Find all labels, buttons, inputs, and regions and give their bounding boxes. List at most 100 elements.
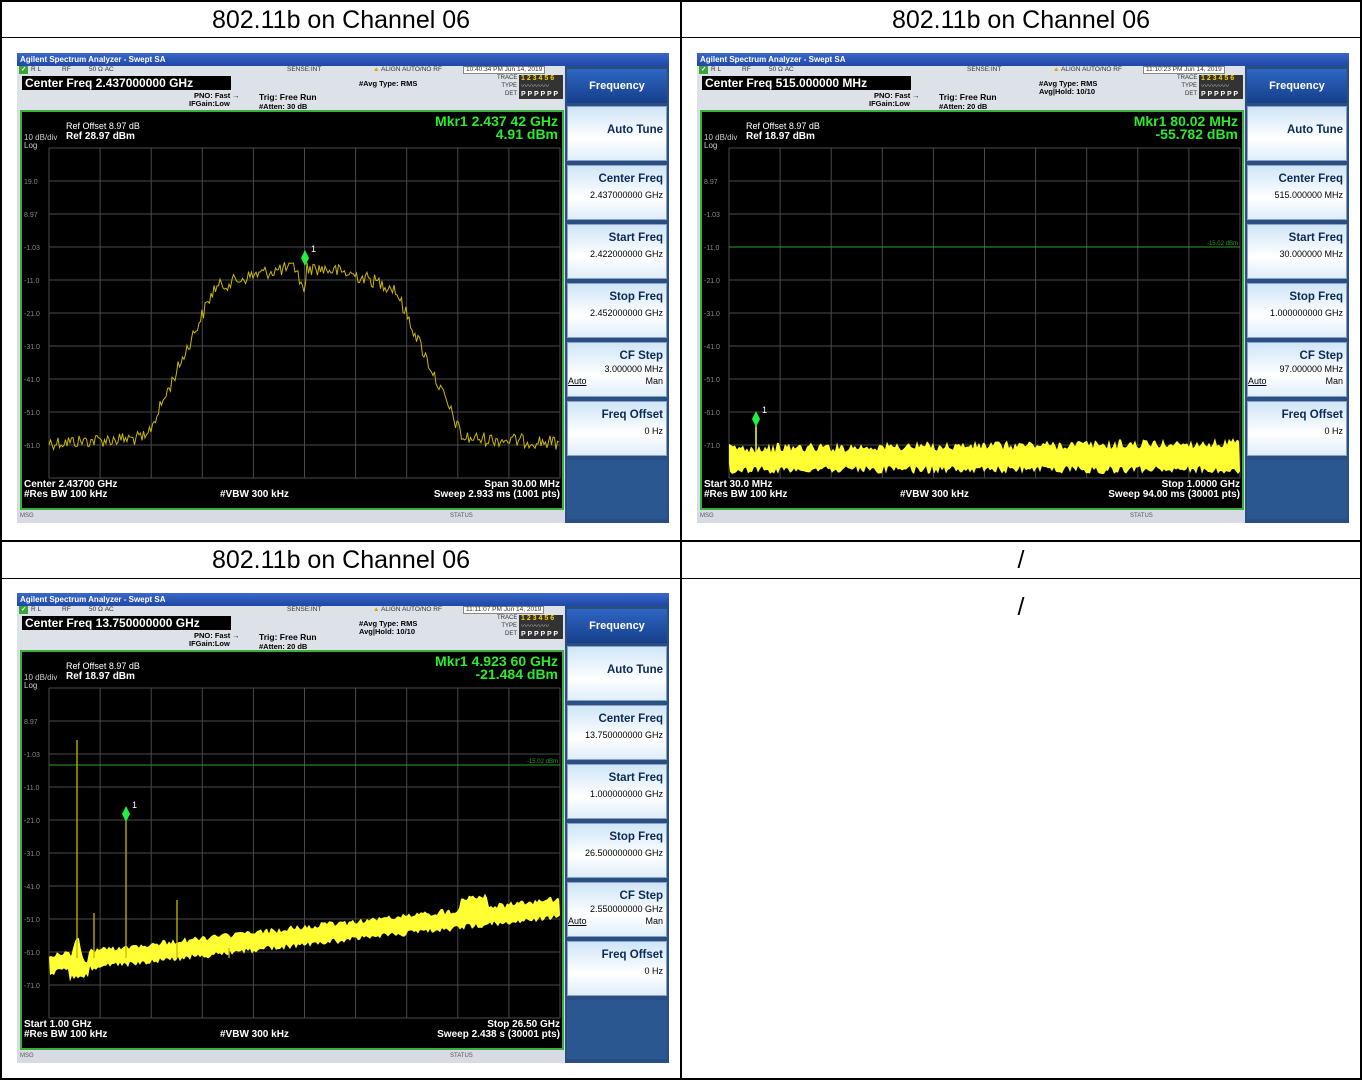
cf-step-key[interactable]: CF Step 2.550000000 GHz Auto Man	[567, 882, 667, 937]
stop-or-span-label: Stop 1.0000 GHz	[1161, 479, 1240, 490]
cf-step-value: 3.000000 MHz	[604, 364, 663, 374]
stop-freq-value: 2.452000000 GHz	[589, 308, 663, 318]
cf-step-value: 2.550000000 GHz	[589, 904, 663, 914]
stop-freq-label: Stop Freq	[609, 831, 663, 843]
rf-label: RF	[742, 66, 751, 73]
center-freq-key[interactable]: Center Freq 515.000000 MHz	[1247, 165, 1347, 220]
y-tick-label: -51.0	[704, 377, 720, 384]
trace-indicator: 1 2 3 4 5 6 〰〰〰〰 P P P P P P	[1199, 75, 1243, 99]
freq-offset-key[interactable]: Freq Offset 0 Hz	[567, 941, 667, 996]
center-freq-key[interactable]: Center Freq 2.437000000 GHz	[567, 165, 667, 220]
sense-label: SENSE:INT	[287, 66, 322, 73]
start-freq-value: 1.000000000 GHz	[589, 789, 663, 799]
center-freq-label: Center Freq	[1278, 173, 1343, 185]
marker-diamond	[122, 806, 130, 822]
cell-title-2: 802.11b on Channel 06	[891, 5, 1151, 34]
cf-step-key[interactable]: CF Step 97.000000 MHz Auto Man	[1247, 342, 1347, 397]
cf-step-man: Man	[1325, 376, 1343, 386]
y-tick-label: -31.0	[24, 851, 40, 858]
center-freq-key[interactable]: Center Freq 13.750000000 GHz	[567, 705, 667, 760]
start-freq-label: Start Freq	[1288, 232, 1343, 244]
stop-freq-key[interactable]: Stop Freq 1.000000000 GHz	[1247, 283, 1347, 338]
start-freq-key[interactable]: Start Freq 30.000000 MHz	[1247, 224, 1347, 279]
trace-indicator: 1 2 3 4 5 6 〰〰〰〰 P P P P P P	[519, 75, 563, 99]
trace-type-wave: 〰〰〰〰	[1201, 83, 1229, 90]
start-freq-key[interactable]: Start Freq 1.000000000 GHz	[567, 764, 667, 819]
noise-floor	[49, 893, 560, 982]
spectrum-display: Ref Offset 8.97 dB 10 dB/div Ref 18.97 d…	[700, 110, 1244, 510]
log-label: Log	[704, 141, 718, 150]
auto-tune-key[interactable]: Auto Tune	[567, 106, 667, 161]
rl-label: R L	[31, 606, 42, 613]
auto-tune-key[interactable]: Auto Tune	[567, 646, 667, 701]
type-label: TYPE	[501, 83, 517, 89]
trace-label: TRACE	[1177, 75, 1198, 81]
rl-indicator: ✓	[699, 66, 709, 74]
ref-offset: Ref Offset 8.97 dB	[746, 121, 820, 131]
coupling-label: 50 Ω AC	[769, 66, 794, 73]
stop-or-span-label: Stop 26.50 GHz	[487, 1019, 560, 1030]
start-or-center-label: Start 1.00 GHz	[24, 1019, 92, 1030]
freq-offset-value: 0 Hz	[644, 426, 663, 436]
y-tick-label: 8.97	[24, 212, 38, 219]
y-tick-label: -41.0	[24, 884, 40, 891]
spectrum-analyzer-screenshot-3: Agilent Spectrum Analyzer - Swept SA ✓ R…	[17, 593, 669, 1063]
atten-label: #Atten: 20 dB	[259, 642, 308, 651]
pno-label: PNO: Fast	[194, 91, 231, 100]
cf-step-key[interactable]: CF Step 3.000000 MHz Auto Man	[567, 342, 667, 397]
start-or-center-label: Start 30.0 MHz	[704, 479, 773, 490]
trace-labels: TRACE TYPE DET	[497, 74, 517, 98]
rf-label: RF	[62, 66, 71, 73]
avg-hold-label: Avg|Hold: 10/10	[359, 627, 416, 636]
y-tick-label: -11.0	[704, 245, 720, 252]
timestamp: 11:10:23 PM Jun 14, 2019	[1143, 66, 1225, 74]
warning-icon: ▲	[373, 66, 380, 73]
auto-tune-label: Auto Tune	[607, 124, 663, 136]
menu-title: Frequency	[567, 609, 667, 643]
det-letters: P P P P P P	[1201, 91, 1239, 98]
rl-indicator: ✓	[19, 66, 29, 74]
status-label: STATUS	[1130, 513, 1153, 519]
cf-step-label: CF Step	[619, 890, 663, 902]
cell-title-4: /	[1017, 545, 1025, 574]
stop-or-span-label: Span 30.00 MHz	[484, 479, 560, 490]
stop-freq-label: Stop Freq	[1289, 291, 1343, 303]
timestamp: 10:40:34 PM Jun 14, 2019	[463, 66, 546, 74]
stop-freq-key[interactable]: Stop Freq 26.500000000 GHz	[567, 823, 667, 878]
empty-cell-text: /	[1017, 592, 1025, 621]
trigger-label: Trig: Free Run	[939, 92, 997, 102]
trace-label: TRACE	[497, 615, 518, 621]
noise-floor	[729, 438, 1240, 474]
align-label: ALIGN AUTO/NO RF	[381, 606, 442, 613]
det-label: DET	[505, 91, 517, 97]
log-label: Log	[24, 681, 38, 690]
arrow-icon: →	[232, 631, 240, 640]
scale-label: 10 dB/div	[24, 673, 58, 682]
start-freq-key[interactable]: Start Freq 2.422000000 GHz	[567, 224, 667, 279]
freq-offset-value: 0 Hz	[1324, 426, 1343, 436]
avg-type-label: #Avg Type: RMS	[359, 619, 418, 628]
message-bar: MSG STATUS	[697, 510, 1244, 523]
auto-tune-key[interactable]: Auto Tune	[1247, 106, 1347, 161]
y-tick-label: 19.0	[24, 179, 38, 186]
window-title: Agilent Spectrum Analyzer - Swept SA	[17, 53, 669, 66]
start-freq-value: 2.422000000 GHz	[589, 249, 663, 259]
y-tick-label: -41.0	[24, 377, 40, 384]
freq-offset-key[interactable]: Freq Offset 0 Hz	[567, 401, 667, 456]
stop-freq-value: 26.500000000 GHz	[584, 848, 663, 858]
menu-title: Frequency	[1247, 69, 1347, 103]
arrow-icon: →	[232, 91, 240, 100]
start-freq-value: 30.000000 MHz	[1279, 249, 1343, 259]
trigger-label: Trig: Free Run	[259, 632, 317, 642]
stop-freq-key[interactable]: Stop Freq 2.452000000 GHz	[567, 283, 667, 338]
center-freq-readout: Center Freq 515.000000 MHz	[702, 76, 911, 90]
freq-offset-key[interactable]: Freq Offset 0 Hz	[1247, 401, 1347, 456]
status-bar: ✓ R L RF 50 Ω AC SENSE:INT ▲ ALIGN AUTO/…	[17, 66, 564, 74]
cf-step-auto: Auto	[568, 916, 587, 926]
y-tick-label: -71.0	[24, 983, 40, 990]
stop-freq-label: Stop Freq	[609, 291, 663, 303]
det-label: DET	[505, 631, 517, 637]
window-title: Agilent Spectrum Analyzer - Swept SA	[17, 593, 669, 606]
cf-step-man: Man	[645, 916, 663, 926]
y-tick-label: 8.97	[704, 179, 718, 186]
